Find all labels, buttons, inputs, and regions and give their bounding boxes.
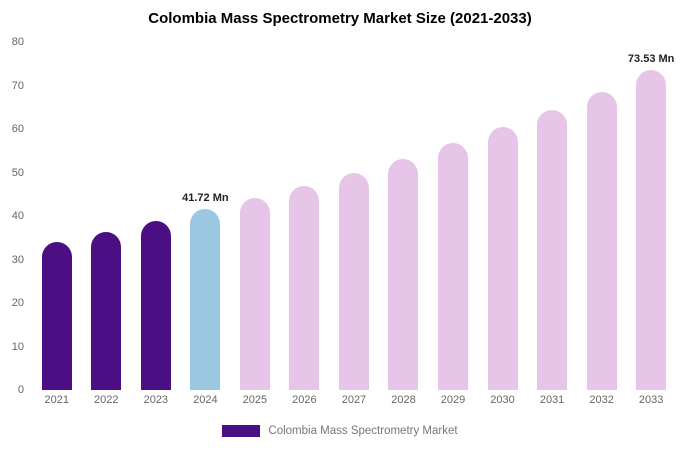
bar-2030 [487,127,518,390]
y-tick-label: 80 [11,36,24,48]
plot-area: 41.72 Mn 73.53 Mn [32,42,676,390]
bar-group-2026 [280,42,330,390]
bar-group-2025 [230,42,280,390]
bar-group-2033: 73.53 Mn [626,42,676,390]
bar-2024 [190,208,221,390]
chart-title: Colombia Mass Spectrometry Market Size (… [148,10,532,27]
x-tick-label: 2029 [440,394,466,406]
bar-2028 [388,158,419,390]
x-tick-label: 2028 [391,394,416,406]
bar-2026 [289,186,320,390]
x-axis: 2021 2022 2023 2024 2025 2026 2027 2028 2029 2030… [32,394,676,406]
x-tick-label: 2031 [539,394,565,406]
y-tick-label: 10 [11,340,24,353]
bar-2031 [537,110,568,390]
y-tick-label: 60 [11,123,24,135]
x-tick-label: 2032 [589,394,614,406]
y-axis: 0 10 20 30 40 50 60 70 80 [0,36,26,396]
y-tick-label: 0 [17,384,24,396]
bar-2021 [41,241,72,390]
bar-group-2029 [428,42,478,390]
legend-item[interactable]: Colombia Mass Spectrometry Market [0,425,680,437]
bar-2023 [140,220,171,390]
y-tick-label: 50 [11,166,24,179]
y-tick-label: 20 [11,297,24,309]
bar-2022 [91,232,122,390]
bar-group-2024: 41.72 Mn [181,42,231,390]
bar-group-2023 [131,42,181,390]
x-tick-label: 2024 [193,394,218,406]
x-tick-label: 2033 [638,394,664,406]
x-tick-label: 2027 [341,394,367,406]
x-tick-label: 2023 [143,394,169,406]
bar-group-2021 [32,42,82,390]
x-tick-label: 2021 [44,394,69,406]
y-tick-label: 30 [11,253,24,266]
bar-2033 [636,70,667,390]
y-tick-label: 40 [11,210,24,222]
bar-2025 [239,197,270,390]
x-tick-label: 2025 [242,394,268,406]
bar-group-2027 [329,42,379,390]
x-tick-label: 2026 [292,394,317,406]
bar-2029 [438,143,469,390]
bar-group-2030 [478,42,528,390]
bar-group-2028 [379,42,429,390]
bar-group-2022 [82,42,132,390]
bar-group-2032 [577,42,627,390]
bar-value-label: 41.72 Mn [182,191,229,204]
x-tick-label: 2030 [490,394,515,406]
x-tick-label: 2022 [94,394,119,406]
bar-series: 41.72 Mn 73.53 Mn [32,42,676,390]
legend-label: Colombia Mass Spectrometry Market [268,425,458,437]
y-tick-label: 70 [11,79,24,92]
bar-value-label: 73.53 Mn [627,53,675,66]
legend-swatch-icon [222,425,261,437]
bar-2032 [586,91,617,390]
bar-group-2031 [527,42,577,390]
bar-2027 [338,172,369,390]
